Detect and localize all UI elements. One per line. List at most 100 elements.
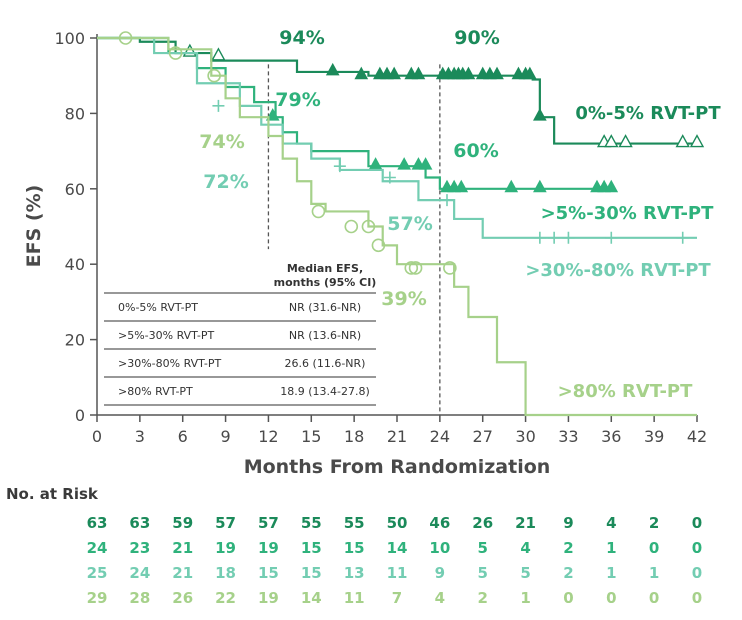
- x-tick-label: 21: [387, 427, 407, 446]
- at-risk-cell: 1: [649, 564, 659, 582]
- at-risk-cell: 0: [692, 589, 702, 607]
- at-risk-cell: 15: [301, 564, 322, 582]
- pct-label-12mo: 94%: [279, 27, 324, 49]
- at-risk-cell: 2: [649, 514, 659, 532]
- censor-mark: [675, 134, 690, 148]
- at-risk-cell: 5: [477, 564, 487, 582]
- survival-curves: [97, 31, 705, 417]
- at-risk-cell: 55: [301, 514, 322, 532]
- censor-mark: [408, 261, 423, 275]
- x-tick-label: 12: [258, 427, 278, 446]
- at-risk-cell: 11: [387, 564, 408, 582]
- at-risk-cell: 2: [477, 589, 487, 607]
- at-risk-cell: 57: [215, 514, 236, 532]
- curve-line: [97, 36, 697, 239]
- series-label: >80% RVT-PT: [558, 381, 694, 402]
- x-tick-label: 27: [473, 427, 493, 446]
- table-header: months (95% CI): [274, 276, 377, 289]
- curve-0: [97, 36, 705, 148]
- at-risk-cell: 22: [215, 589, 236, 607]
- at-risk-cell: 55: [344, 514, 365, 532]
- censor-mark: [689, 134, 705, 148]
- censor-mark: [548, 231, 561, 244]
- pct-label-24mo: 90%: [454, 27, 499, 49]
- curve-2: [97, 36, 697, 244]
- at-risk-cell: 28: [129, 589, 150, 607]
- at-risk-cell: 23: [129, 539, 150, 557]
- at-risk-cell: 57: [258, 514, 279, 532]
- curve-line: [97, 36, 697, 417]
- censor-mark: [182, 43, 198, 57]
- at-risk-cell: 25: [87, 564, 108, 582]
- at-risk-cell: 21: [515, 514, 536, 532]
- at-risk-cell: 4: [435, 589, 445, 607]
- at-risk-cell: 63: [129, 514, 150, 532]
- at-risk-cell: 5: [477, 539, 487, 557]
- at-risk-cell: 19: [258, 539, 279, 557]
- at-risk-cell: 9: [563, 514, 573, 532]
- censor-mark: [212, 99, 225, 112]
- at-risk-cell: 26: [472, 514, 493, 532]
- censor-mark: [404, 261, 419, 275]
- censor-mark: [523, 66, 537, 80]
- censor-mark: [604, 179, 619, 193]
- at-risk-cell: 0: [692, 564, 702, 582]
- pct-label-12mo: 74%: [199, 131, 244, 153]
- x-tick-label: 39: [644, 427, 664, 446]
- pct-label-24mo: 39%: [381, 288, 426, 310]
- y-tick-label: 20: [65, 331, 85, 350]
- at-risk-cell: 0: [563, 589, 573, 607]
- at-risk-cell: 19: [215, 539, 236, 557]
- series-label: 0%-5% RVT-PT: [575, 103, 721, 124]
- at-risk-cell: 19: [258, 589, 279, 607]
- at-risk-cell: 10: [429, 539, 450, 557]
- censor-mark: [618, 134, 633, 148]
- at-risk-cell: 24: [129, 564, 150, 582]
- censor-mark: [418, 157, 433, 170]
- table-row-value: NR (31.6-NR): [289, 301, 361, 314]
- censor-mark: [354, 66, 369, 80]
- censor-mark: [533, 108, 547, 121]
- table-row-name: >30%-80% RVT-PT: [118, 357, 221, 370]
- x-tick-label: 42: [687, 427, 707, 446]
- table-row-name: 0%-5% RVT-PT: [118, 301, 198, 314]
- y-tick-label: 60: [65, 180, 85, 199]
- at-risk-cell: 46: [429, 514, 450, 532]
- at-risk-cell: 15: [301, 539, 322, 557]
- at-risk-cell: 7: [392, 589, 402, 607]
- x-tick-label: 18: [344, 427, 364, 446]
- censor-mark: [368, 157, 383, 170]
- at-risk-title: No. at Risk: [6, 485, 99, 503]
- at-risk-cell: 0: [692, 514, 702, 532]
- at-risk-cell: 4: [606, 514, 616, 532]
- x-tick-label: 33: [558, 427, 578, 446]
- y-tick-label: 40: [65, 255, 85, 274]
- at-risk-cell: 14: [301, 589, 322, 607]
- censor-mark: [325, 62, 340, 76]
- censor-mark: [533, 231, 546, 244]
- censor-mark: [676, 231, 689, 244]
- table-row-value: NR (13.6-NR): [289, 329, 361, 342]
- at-risk-cell: 29: [87, 589, 108, 607]
- censor-mark: [344, 219, 359, 234]
- x-tick-label: 30: [515, 427, 535, 446]
- at-risk-cell: 21: [172, 564, 193, 582]
- x-tick-label: 15: [301, 427, 321, 446]
- censor-mark: [605, 231, 618, 244]
- pct-label-24mo: 60%: [453, 140, 498, 162]
- at-risk-cell: 4: [520, 539, 530, 557]
- censor-mark: [265, 108, 280, 121]
- at-risk-cell: 0: [606, 589, 616, 607]
- at-risk-cell: 14: [387, 539, 408, 557]
- censor-mark: [361, 219, 376, 234]
- at-risk-cell: 24: [87, 539, 108, 557]
- censor-mark: [562, 231, 575, 244]
- at-risk-cell: 9: [435, 564, 445, 582]
- censor-mark: [118, 31, 133, 45]
- reference-lines: [267, 64, 441, 415]
- at-risk-cell: 1: [606, 539, 616, 557]
- at-risk-cell: 1: [520, 589, 530, 607]
- at-risk-cell: 26: [172, 589, 193, 607]
